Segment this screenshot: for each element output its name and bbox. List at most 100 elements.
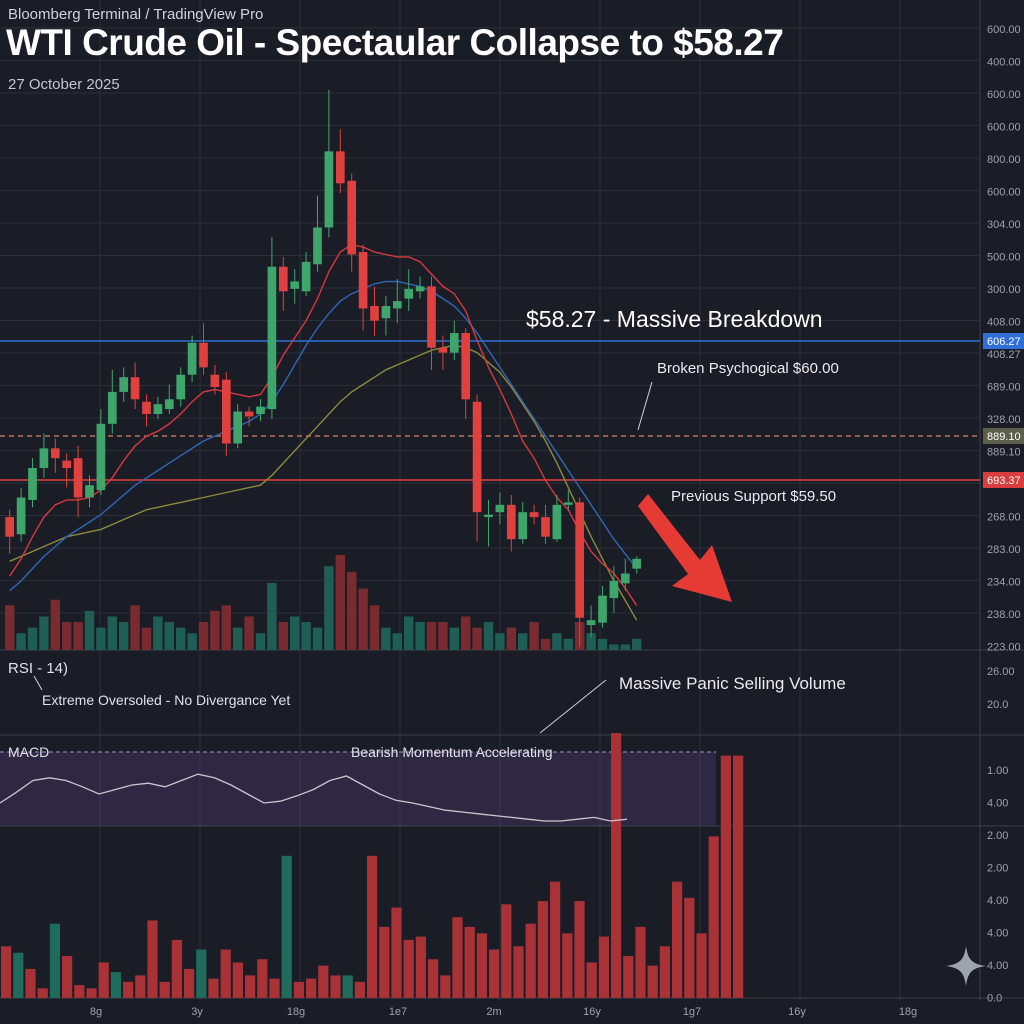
volume-bar	[609, 644, 619, 650]
candle[interactable]	[176, 374, 186, 400]
candle[interactable]	[404, 288, 414, 299]
moving-average-mid	[9, 280, 638, 592]
candle[interactable]	[324, 151, 334, 228]
candle[interactable]	[484, 514, 493, 518]
candle[interactable]	[438, 347, 448, 353]
candle[interactable]	[347, 180, 357, 255]
time-tick-label: 1e7	[389, 1006, 407, 1018]
candle[interactable]	[381, 306, 391, 319]
candle[interactable]	[552, 504, 562, 540]
candle[interactable]	[632, 558, 642, 569]
volume-bar	[335, 555, 345, 650]
macd-histogram-bar	[159, 981, 170, 998]
macd-histogram-bar	[184, 968, 195, 998]
candle[interactable]	[107, 391, 117, 424]
macd-tick-label: 4.00	[987, 798, 1008, 810]
candle[interactable]	[28, 468, 37, 500]
candle[interactable]	[335, 151, 345, 184]
macd-histogram-bar	[623, 955, 634, 998]
candle[interactable]	[187, 342, 197, 375]
annotation-marks	[33, 381, 732, 734]
macd-histogram	[1, 733, 744, 998]
candle[interactable]	[427, 286, 436, 348]
candle[interactable]	[256, 406, 265, 414]
moving-average-fast	[9, 243, 638, 606]
macd-histogram-bar	[647, 965, 658, 998]
candle[interactable]	[495, 504, 505, 513]
macd-histogram-bar	[586, 962, 597, 998]
candle[interactable]	[575, 502, 585, 618]
candle[interactable]	[472, 401, 482, 513]
candle[interactable]	[541, 517, 550, 537]
candle[interactable]	[506, 504, 516, 540]
candle[interactable]	[392, 301, 402, 309]
volume-bar	[62, 622, 72, 650]
candle[interactable]	[370, 306, 379, 321]
macd-histogram-bar	[489, 949, 500, 998]
rsi-tick-label: 26.00	[987, 666, 1015, 678]
candle[interactable]	[164, 399, 174, 410]
volume-bar	[84, 610, 95, 650]
volume-bar	[39, 616, 49, 650]
previous-support-annotation: Previous Support $59.50	[671, 488, 837, 505]
volume-bar	[233, 627, 243, 650]
candle[interactable]	[267, 266, 277, 410]
candle[interactable]	[62, 460, 72, 468]
candle[interactable]	[278, 266, 288, 292]
macd-tick-label: 4.00	[987, 960, 1008, 972]
candle[interactable]	[518, 512, 528, 540]
candle[interactable]	[119, 377, 129, 392]
candle[interactable]	[233, 411, 243, 444]
volume-bar	[358, 588, 368, 650]
candle[interactable]	[130, 377, 140, 400]
volume-bar	[221, 605, 231, 650]
candle[interactable]	[221, 379, 231, 444]
psych-leader-line	[637, 381, 653, 431]
candle[interactable]	[199, 342, 208, 368]
candle[interactable]	[85, 485, 94, 498]
candle[interactable]	[73, 458, 83, 498]
candle[interactable]	[449, 333, 459, 353]
candle[interactable]	[244, 411, 254, 417]
macd-histogram-bar	[562, 933, 573, 998]
macd-histogram-bar	[232, 962, 243, 998]
candle[interactable]	[620, 573, 630, 584]
candle[interactable]	[39, 448, 49, 468]
macd-histogram-bar	[1, 946, 12, 998]
candle[interactable]	[50, 448, 60, 459]
macd-tick-label: 2.00	[987, 830, 1008, 842]
candle[interactable]	[563, 502, 573, 505]
candle[interactable]	[5, 517, 15, 537]
macd-tick-label: 2.00	[987, 863, 1008, 875]
macd-histogram-bar	[428, 959, 439, 998]
candle[interactable]	[210, 374, 220, 387]
candle[interactable]	[415, 286, 425, 292]
candle[interactable]	[96, 423, 106, 491]
candle[interactable]	[358, 252, 368, 309]
candle[interactable]	[609, 580, 619, 599]
volume-bar	[50, 599, 60, 650]
candle[interactable]	[586, 620, 596, 626]
macd-histogram-bar	[13, 952, 24, 998]
candle[interactable]	[461, 333, 471, 400]
candles[interactable]	[5, 90, 642, 648]
rsi-leader-line	[33, 675, 43, 691]
macd-histogram-bar	[257, 959, 268, 998]
candle[interactable]	[16, 497, 26, 535]
candle[interactable]	[313, 227, 322, 265]
candle[interactable]	[529, 512, 539, 518]
sparkle-icon	[946, 946, 986, 986]
volume-bar	[301, 622, 311, 650]
level-tag-label: 606.27	[987, 336, 1021, 348]
macd-histogram-bar	[537, 901, 548, 998]
volume-bar	[632, 638, 642, 650]
candle[interactable]	[153, 404, 163, 414]
candle[interactable]	[301, 261, 311, 292]
macd-histogram-bar	[501, 904, 512, 998]
candle[interactable]	[598, 595, 607, 623]
macd-histogram-bar	[62, 955, 73, 998]
candle[interactable]	[290, 281, 300, 289]
candle[interactable]	[142, 401, 151, 414]
panic-leader-line	[539, 679, 607, 734]
price-tick-label: 304.00	[987, 219, 1021, 231]
